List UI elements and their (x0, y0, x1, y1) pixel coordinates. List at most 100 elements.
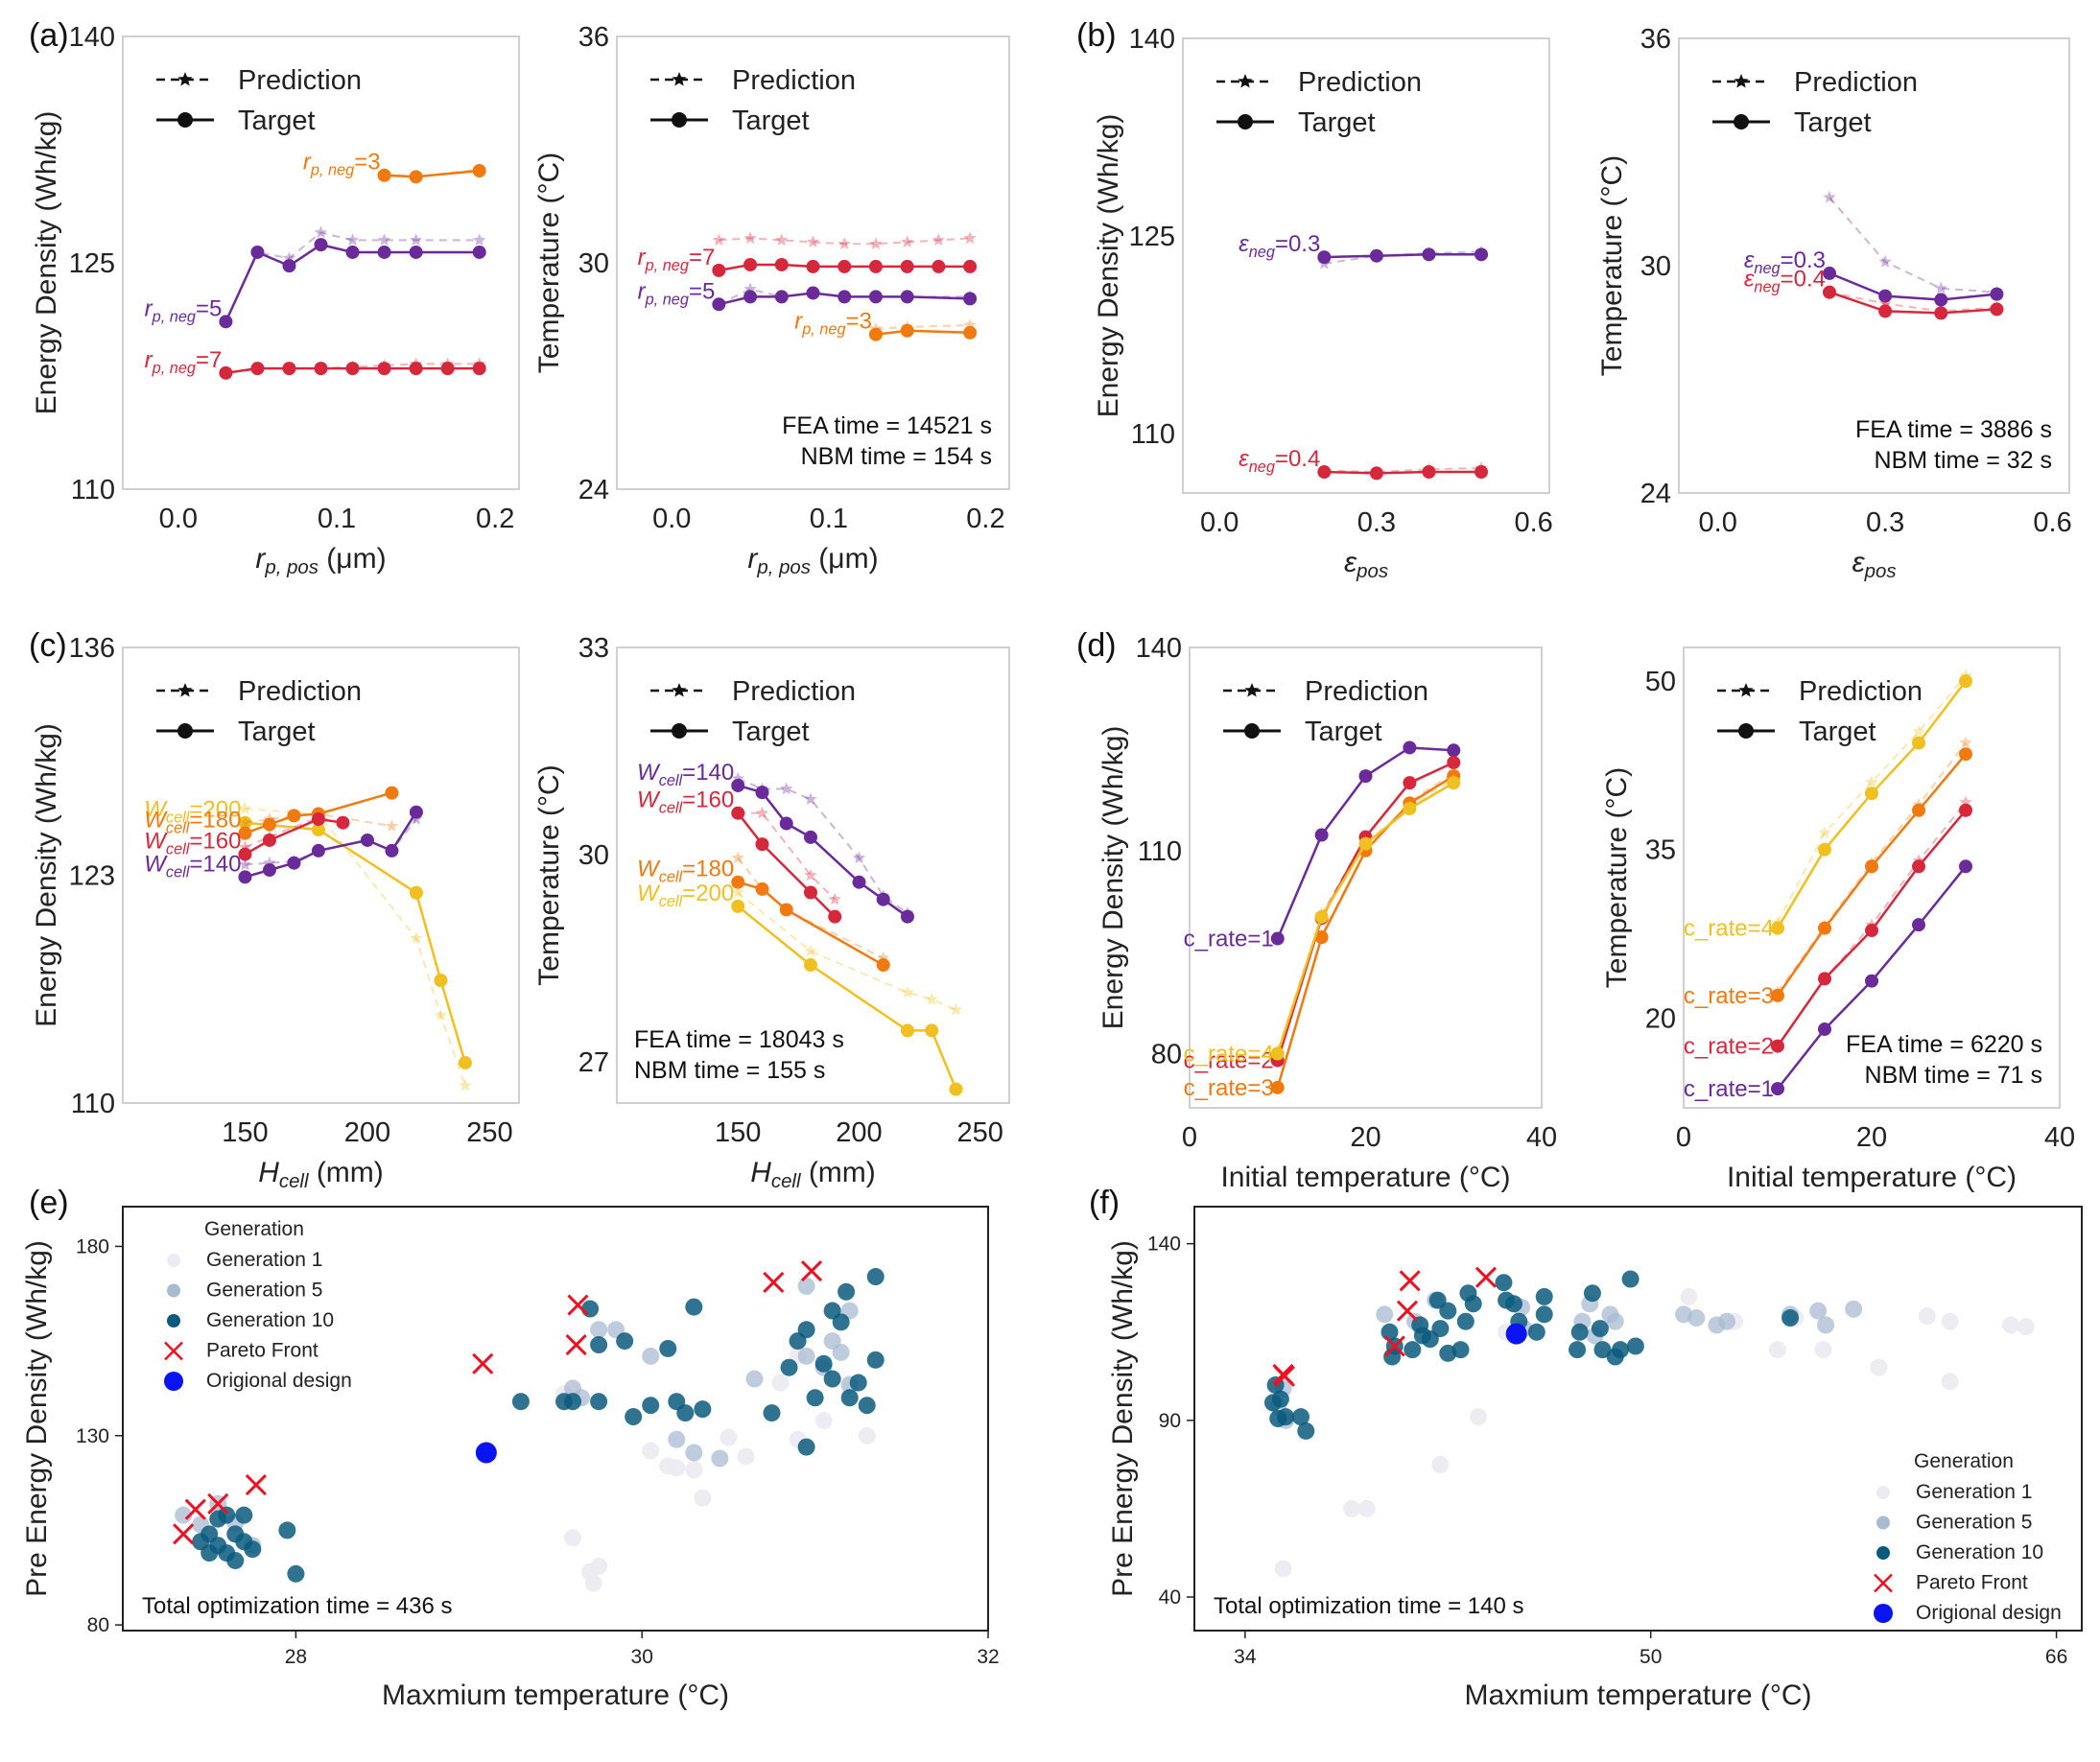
series-label: c_rate=4 (1684, 916, 1774, 942)
y-axis-label: Energy Density (Wh/kg) (31, 111, 62, 415)
x-tick-label: 28 (285, 1646, 307, 1668)
target-marker (925, 1023, 939, 1038)
target-marker (262, 863, 276, 878)
y-tick-label: 80 (87, 1614, 109, 1636)
gen10-point (642, 1397, 660, 1415)
y-tick-label: 27 (578, 1047, 609, 1078)
x-tick-label: 20 (1350, 1122, 1380, 1153)
gen10-point (1569, 1341, 1587, 1359)
target-marker (336, 815, 350, 830)
legend: Prediction Target (1717, 676, 1923, 747)
prediction-line (737, 891, 956, 1011)
legend-dot-icon (1244, 723, 1260, 739)
prediction-marker (806, 235, 820, 247)
pareto-marker (1383, 1335, 1405, 1357)
nbm-time-text: NBM time = 154 s (801, 443, 992, 470)
target-marker (900, 909, 914, 924)
gen10-point (244, 1540, 262, 1559)
timing-annotation: FEA time = 3886 s NBM time = 32 s (1855, 416, 2052, 474)
fea-time-text: FEA time = 3886 s (1855, 416, 2052, 443)
series-label: εneg=0.3 (1239, 231, 1320, 261)
prediction-marker (852, 851, 866, 864)
target-marker (963, 325, 978, 340)
target-marker (1818, 921, 1831, 935)
target-line (1829, 291, 1997, 315)
plot-frame (1678, 37, 2070, 494)
gen10-point (1781, 1309, 1800, 1327)
y-tick-label: 36 (1640, 24, 1671, 55)
panel-label: (b) (1076, 17, 1117, 54)
target-marker (1878, 304, 1893, 318)
y-tick-label: 140 (1129, 24, 1175, 55)
prediction-marker (755, 806, 769, 819)
target-marker (345, 245, 360, 259)
legend-item-label: Generation 10 (206, 1309, 334, 1331)
x-tick-label: 200 (344, 1117, 390, 1148)
prediction-marker (385, 819, 399, 832)
prediction-marker (1934, 281, 1947, 294)
x-tick-label: 0.1 (810, 504, 848, 534)
gen5-point (642, 1347, 660, 1365)
y-axis-label: Energy Density (Wh/kg) (31, 723, 62, 1027)
y-tick-label: 140 (1136, 633, 1182, 664)
target-line (1324, 470, 1482, 475)
gen1-point (1814, 1341, 1832, 1359)
gen1-point (1274, 1560, 1292, 1578)
chart-d2: 20 35 50 0 20 40 Temperature (°C) Initial tempe… (1601, 646, 2075, 1193)
gen10-point (581, 1300, 600, 1318)
prediction-marker (1959, 736, 1972, 749)
target-marker (1822, 285, 1836, 299)
prediction-marker (238, 858, 252, 871)
target-marker (1314, 828, 1329, 842)
y-tick-label: 140 (1147, 1233, 1181, 1256)
series-label: c_rate=2 (1184, 1048, 1274, 1074)
legend: Prediction Target (650, 676, 856, 747)
target-marker (1912, 859, 1925, 874)
series-label: c_rate=3 (1684, 983, 1774, 1009)
prediction-marker (410, 931, 423, 944)
gen10-point (866, 1351, 885, 1369)
gen5-point (685, 1444, 703, 1462)
target-marker (828, 909, 842, 924)
series-label: rp, neg=7 (638, 245, 716, 274)
prediction-marker (1865, 775, 1878, 788)
target-marker (1912, 803, 1925, 817)
x-tick-label: 0.6 (1514, 507, 1552, 538)
gen10-point (685, 1298, 703, 1316)
x-tick-label: 30 (631, 1646, 653, 1668)
legend-item-label: Generation 1 (206, 1249, 322, 1271)
gen10-point (218, 1506, 236, 1524)
gen10-point (1505, 1295, 1522, 1313)
gen5-point (797, 1347, 815, 1365)
prediction-line (1829, 197, 1997, 294)
y-tick-label: 30 (1640, 251, 1671, 282)
target-marker (774, 290, 789, 304)
series-label: c_rate=3 (1184, 1075, 1274, 1101)
x-tick-label: 0.1 (318, 504, 356, 534)
gen1-point (694, 1489, 712, 1507)
x-axis-label: Initial temperature (°C) (1727, 1162, 2017, 1193)
gen5-point (175, 1506, 193, 1524)
target-marker (1865, 859, 1878, 874)
target-marker (1270, 1080, 1285, 1094)
target-marker (755, 837, 769, 852)
x-tick-label: 50 (1640, 1646, 1662, 1668)
target-marker (838, 290, 852, 304)
gen5-point (1606, 1312, 1624, 1330)
gen10-point (1535, 1287, 1553, 1305)
gen1-point (584, 1574, 602, 1592)
prediction-marker (804, 944, 817, 957)
target-marker (779, 816, 793, 831)
target-marker (1818, 842, 1831, 857)
gen10-point (797, 1321, 815, 1339)
chart-f: 40 90 140 34 50 66 Pre Energy Density (Wh/kg) M… (1107, 1206, 2083, 1711)
chart-d1: 80 110 140 0 20 40 Energy Density (Wh/kg) Initi… (1097, 633, 1557, 1193)
prediction-marker (932, 233, 945, 247)
target-marker (409, 885, 423, 900)
legend: Prediction Target (1216, 67, 1422, 138)
gen10-point (1277, 1408, 1295, 1426)
target-marker (1270, 1046, 1285, 1061)
series-r_p,neg=3: rp, neg=3 (303, 150, 486, 184)
x-tick-label: 40 (2044, 1122, 2075, 1153)
panel-label: (a) (29, 17, 69, 54)
